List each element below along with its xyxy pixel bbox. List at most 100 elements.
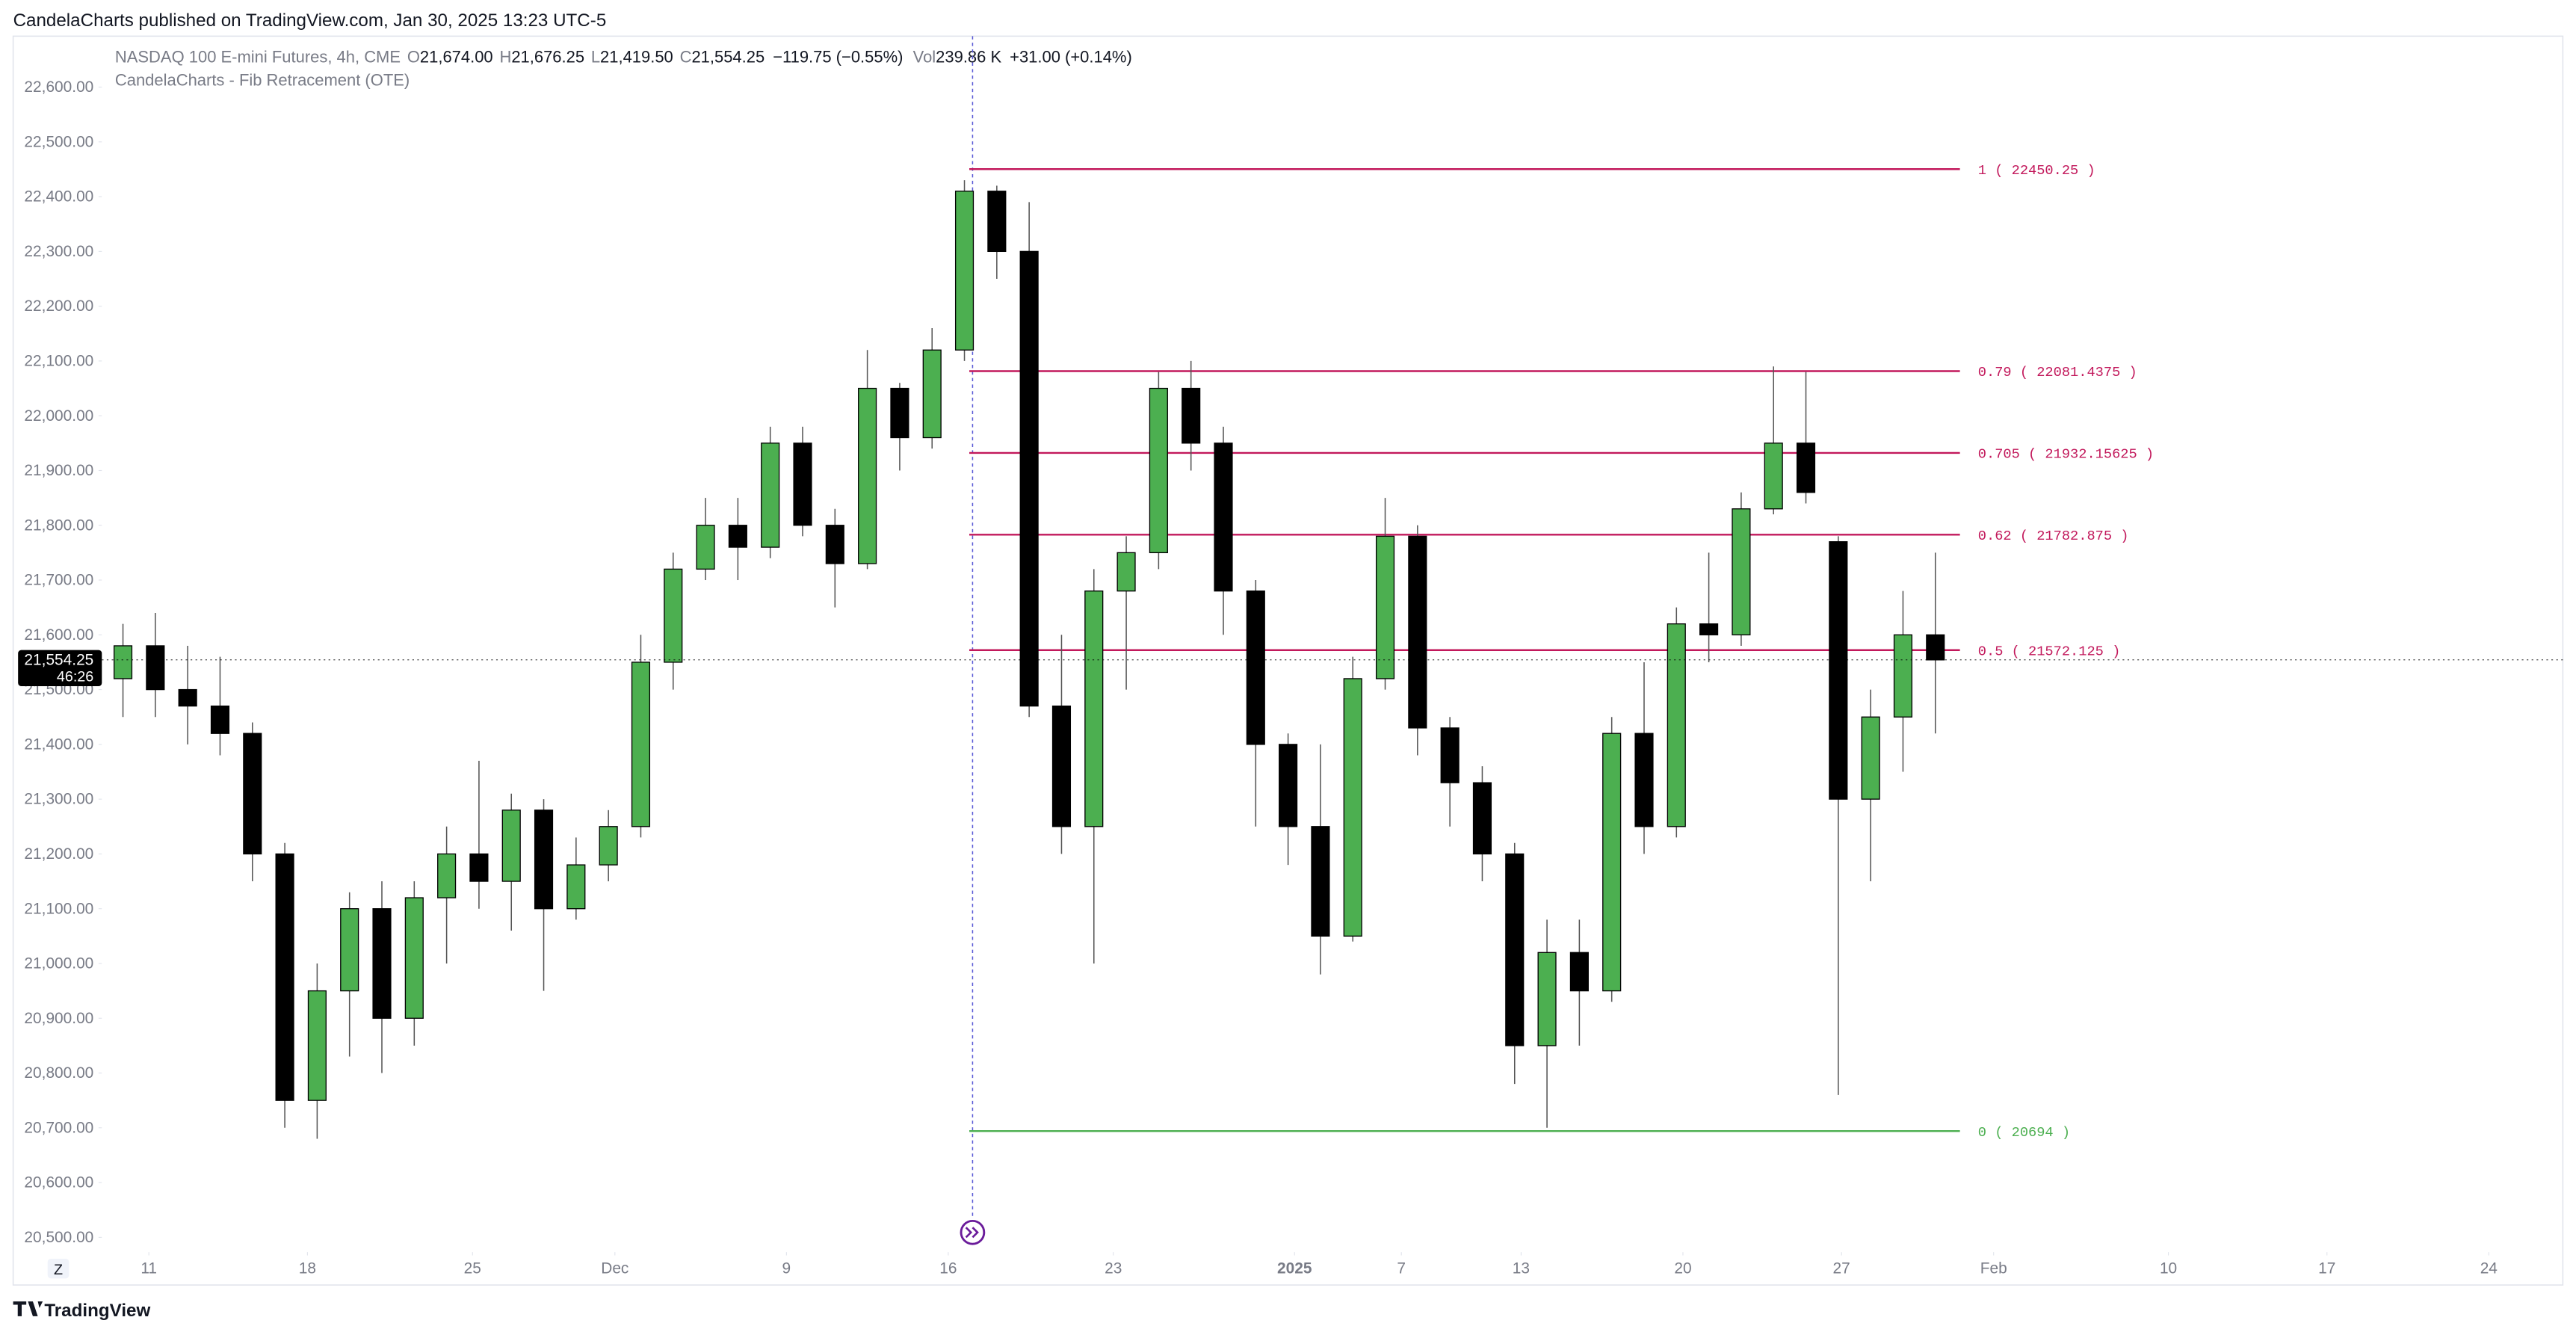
candle-body xyxy=(1537,952,1557,1046)
candle-body xyxy=(1440,727,1460,783)
logo xyxy=(13,1301,43,1316)
symbol: NASDAQ 100 E-mini Futures, 4h, CME xyxy=(115,48,401,67)
x-tick-label: 27 xyxy=(1833,1260,1850,1277)
c-label: C xyxy=(680,48,692,67)
candle-body xyxy=(1829,541,1848,800)
y-tick-label: 21,300.00 xyxy=(24,791,93,808)
candle-body xyxy=(1343,678,1362,937)
legend: NASDAQ 100 E-mini Futures, 4h, CME O21,67… xyxy=(115,48,1132,67)
candle-body xyxy=(1602,733,1622,992)
candle-body xyxy=(210,705,230,734)
x-tick-label: 16 xyxy=(939,1260,957,1277)
candle-body xyxy=(890,387,909,439)
candle-body xyxy=(243,733,262,855)
y-tick-label: 21,700.00 xyxy=(24,572,93,589)
y-tick-label: 22,100.00 xyxy=(24,353,93,370)
candle-body xyxy=(113,645,133,679)
y-tick-label: 21,000.00 xyxy=(24,955,93,972)
x-tick-label: 17 xyxy=(2318,1260,2335,1277)
y-tick-label: 22,000.00 xyxy=(24,407,93,425)
x-tick-label: 23 xyxy=(1105,1260,1122,1277)
candle-body xyxy=(534,810,554,910)
replay-arrow xyxy=(965,1227,979,1239)
y-tick-label: 20,900.00 xyxy=(24,1010,93,1027)
y-tick-label: 22,400.00 xyxy=(24,188,93,206)
x-tick-label: 25 xyxy=(464,1260,481,1277)
x-tick-label: 24 xyxy=(2480,1260,2498,1277)
candle-body xyxy=(664,568,683,663)
l-label: L xyxy=(591,48,600,67)
l: 21,419.50 xyxy=(600,48,673,67)
vol-change: +31.00 (+0.14%) xyxy=(1010,48,1132,67)
y-tick-label: 20,600.00 xyxy=(24,1174,93,1191)
candle-body xyxy=(1408,535,1427,729)
candle-body xyxy=(1732,508,1751,635)
candle-body xyxy=(761,443,780,548)
candle-body xyxy=(275,853,294,1101)
candle-body xyxy=(437,853,457,898)
fib-label: 0.5 ( 21572.125 ) xyxy=(1978,643,2120,659)
candle-body xyxy=(599,826,618,866)
candle-body xyxy=(501,810,521,882)
c: 21,554.25 xyxy=(691,48,765,67)
candle-body xyxy=(1019,250,1039,707)
z-button[interactable] xyxy=(47,1258,70,1279)
replay-icon[interactable] xyxy=(960,1219,986,1245)
countdown: 46:26 xyxy=(57,668,93,685)
x-tick-label: 9 xyxy=(782,1260,791,1277)
candle-body xyxy=(631,662,651,827)
candle-body xyxy=(307,990,327,1101)
candle-body xyxy=(1505,853,1525,1046)
candle-body xyxy=(1569,952,1589,992)
x-tick-label: 10 xyxy=(2160,1260,2177,1277)
y-tick-label: 21,800.00 xyxy=(24,517,93,534)
x-tick-label: 11 xyxy=(140,1260,157,1277)
candle-body xyxy=(566,864,586,910)
candle-body xyxy=(372,908,392,1019)
candle-body xyxy=(1764,443,1783,510)
candle-body xyxy=(1699,623,1719,635)
candle-body xyxy=(1375,535,1395,679)
o: 21,674.00 xyxy=(420,48,493,67)
h: 21,676.25 xyxy=(511,48,584,67)
y-tick-label: 21,200.00 xyxy=(24,845,93,863)
candle-body xyxy=(1246,591,1265,745)
y-tick-label: 21,100.00 xyxy=(24,900,93,917)
indicator: CandelaCharts - Fib Retracement (OTE) xyxy=(115,70,410,89)
fib-label: 1 ( 22450.25 ) xyxy=(1978,162,2095,179)
candle-body xyxy=(146,645,165,691)
header: CandelaCharts published on TradingView.c… xyxy=(13,10,607,31)
candle-body xyxy=(1182,387,1201,444)
candle-body xyxy=(1051,705,1072,827)
y-tick-label: 21,900.00 xyxy=(24,462,93,479)
candle-body xyxy=(469,853,489,882)
x-tick-label: 20 xyxy=(1674,1260,1691,1277)
y-tick-label: 22,200.00 xyxy=(24,297,93,315)
x-tick-label: Dec xyxy=(601,1260,628,1277)
h-label: H xyxy=(499,48,511,67)
candle-body xyxy=(1861,716,1880,800)
candle-body xyxy=(1893,634,1913,718)
candle-body xyxy=(1279,744,1298,827)
candle-body xyxy=(1116,552,1136,592)
o-label: O xyxy=(407,48,420,67)
y-tick-label: 22,300.00 xyxy=(24,243,93,260)
fib-label: 0 ( 20694 ) xyxy=(1978,1124,2070,1141)
y-tick-label: 20,700.00 xyxy=(24,1119,93,1136)
x-tick-label: 2025 xyxy=(1277,1260,1312,1277)
candle-body xyxy=(954,191,975,351)
candle-body xyxy=(825,525,844,564)
candle-body xyxy=(1796,443,1816,493)
vol-label: Vol xyxy=(913,48,936,67)
change: −119.75 (−0.55%) xyxy=(773,48,903,67)
candle-body xyxy=(922,349,942,439)
y-tick-label: 20,800.00 xyxy=(24,1064,93,1082)
price-tag-box xyxy=(18,650,102,687)
candle-body xyxy=(728,525,747,548)
candle-body xyxy=(1472,782,1492,855)
candle-body xyxy=(1084,591,1104,827)
fib-label: 0.705 ( 21932.15625 ) xyxy=(1978,446,2154,463)
candle-body xyxy=(340,908,359,992)
